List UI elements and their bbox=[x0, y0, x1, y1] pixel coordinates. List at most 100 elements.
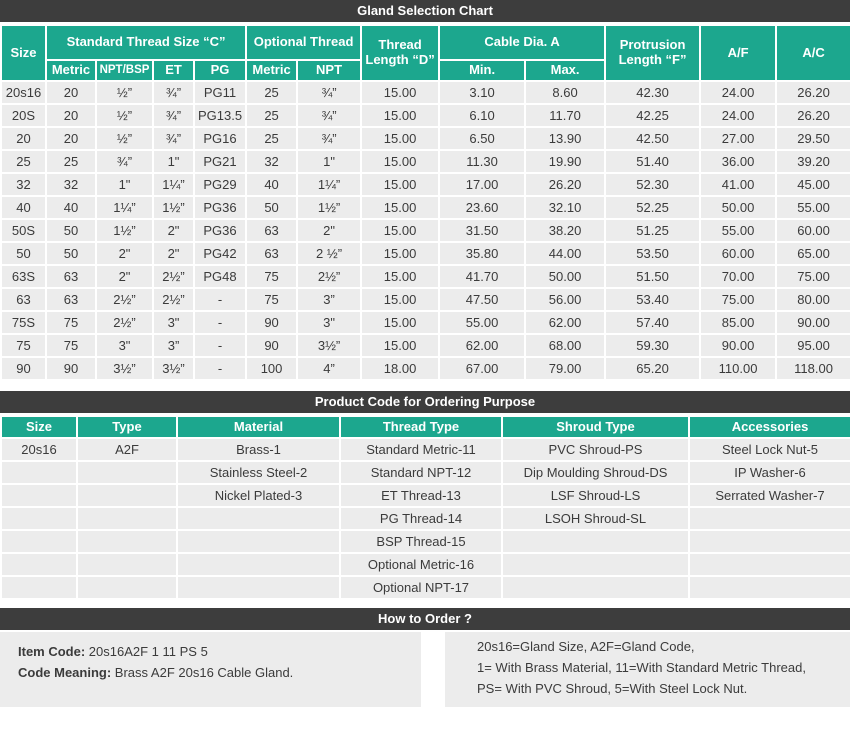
col-header-type: Type bbox=[76, 415, 178, 439]
item-code-box: Item Code: 20s16A2F 1 11 PS 5 Code Meani… bbox=[0, 632, 421, 707]
table-cell: 2" bbox=[296, 218, 363, 243]
table-cell: 3½” bbox=[296, 333, 363, 358]
table-cell: 57.40 bbox=[604, 310, 702, 335]
table-cell: 39.20 bbox=[775, 149, 850, 174]
code-meaning-value: Brass A2F 20s16 Cable Gland. bbox=[114, 665, 294, 680]
col-header-npt-bsp: NPT/BSP bbox=[95, 59, 154, 82]
table-cell: 63 bbox=[245, 241, 299, 266]
header-row-sub: Metric NPT/BSP ET PG Metric NPT Min. Max… bbox=[1, 59, 850, 82]
table-cell: 50.00 bbox=[524, 264, 607, 289]
table-cell: 90.00 bbox=[699, 333, 778, 358]
table-cell: 51.25 bbox=[604, 218, 702, 243]
col-header-thread-type: Thread Type bbox=[339, 415, 503, 439]
table-cell: 42.30 bbox=[604, 80, 702, 105]
table-cell: 15.00 bbox=[360, 241, 441, 266]
gland-chart-row: 63 63 2½” 2½” -75 3” 15.00 47.50 56.00 53.40 75.00… bbox=[0, 287, 850, 312]
table-cell: 90 bbox=[0, 356, 47, 381]
table-cell: 15.00 bbox=[360, 333, 441, 358]
table-cell: 20 bbox=[45, 126, 97, 151]
table-cell: 52.25 bbox=[604, 195, 702, 220]
table-cell bbox=[76, 483, 178, 508]
table-cell bbox=[501, 529, 690, 554]
table-cell: 85.00 bbox=[699, 310, 778, 335]
col-header-et: ET bbox=[152, 59, 195, 82]
col-header-pg: PG bbox=[192, 59, 248, 82]
table-cell: 2½” bbox=[296, 264, 363, 289]
table-cell bbox=[176, 575, 341, 600]
table-cell: 2" bbox=[95, 241, 154, 266]
col-header-standard-thread: Standard Thread Size “C” bbox=[44, 24, 248, 61]
table-cell: 79.00 bbox=[524, 356, 607, 381]
col-header-material: Material bbox=[176, 415, 341, 439]
item-code-label: Item Code: bbox=[18, 644, 86, 659]
table-cell bbox=[501, 552, 690, 577]
table-cell: 6.10 bbox=[438, 103, 527, 128]
table-cell: 20s16 bbox=[0, 437, 78, 462]
table-cell: 4” bbox=[296, 356, 363, 381]
table-cell: 11.30 bbox=[438, 149, 527, 174]
table-cell: 32 bbox=[245, 149, 299, 174]
order-explanation-line: PS= With PVC Shroud, 5=With Steel Lock N… bbox=[477, 681, 748, 696]
table-cell: 63 bbox=[45, 287, 97, 312]
col-header-optional-metric: Metric bbox=[245, 59, 299, 82]
table-cell: 2" bbox=[152, 241, 195, 266]
table-cell: Steel Lock Nut-5 bbox=[688, 437, 850, 462]
table-cell: 25 bbox=[45, 149, 97, 174]
table-cell: 25 bbox=[245, 103, 299, 128]
table-cell: 29.50 bbox=[775, 126, 850, 151]
table-cell: 26.20 bbox=[775, 80, 850, 105]
table-cell: 42.25 bbox=[604, 103, 702, 128]
gland-chart-row: 32 32 1" 1¼” PG29 40 1¼” 15.00 17.00 26.20 52.30 41… bbox=[0, 172, 850, 197]
table-cell: 20 bbox=[0, 126, 47, 151]
product-code-body: 20s16 A2F Brass-1 Standard Metric-11 PVC Shr… bbox=[0, 437, 850, 600]
table-cell: ¾” bbox=[296, 126, 363, 151]
table-cell bbox=[688, 529, 850, 554]
table-cell: 20s16 bbox=[0, 80, 47, 105]
table-cell: Stainless Steel-2 bbox=[176, 460, 341, 485]
table-cell: ET Thread-13 bbox=[339, 483, 503, 508]
product-code-header-row: Size Type Material Thread Type Shroud Ty… bbox=[0, 415, 850, 439]
table-cell bbox=[0, 575, 78, 600]
table-cell bbox=[176, 552, 341, 577]
col-header-protrusion-length: Protrusion Length “F” bbox=[604, 24, 702, 82]
table-cell: 100 bbox=[245, 356, 299, 381]
table-cell: 68.00 bbox=[524, 333, 607, 358]
col-header-af: A/F bbox=[699, 24, 778, 82]
table-cell: 67.00 bbox=[438, 356, 527, 381]
table-cell: 75 bbox=[45, 310, 97, 335]
table-cell: 53.40 bbox=[604, 287, 702, 312]
table-cell: 2½” bbox=[95, 310, 154, 335]
col-header-size2: Size bbox=[0, 415, 78, 439]
table-cell: PG13.5 bbox=[192, 103, 248, 128]
table-cell: 3" bbox=[95, 333, 154, 358]
gland-chart-row: 40 40 1¼” 1½” PG36 50 1½” 15.00 23.60 32.10 52.25 5… bbox=[0, 195, 850, 220]
code-meaning-label: Code Meaning: bbox=[18, 665, 112, 680]
gland-chart-row: 63S 63 2" 2½” PG48 75 2½” 15.00 41.70 50.00 51.50 7… bbox=[0, 264, 850, 289]
table-cell: PG48 bbox=[192, 264, 248, 289]
col-header-cable-dia: Cable Dia. A bbox=[438, 24, 607, 61]
table-cell: 50.00 bbox=[699, 195, 778, 220]
table-cell: ½” bbox=[95, 80, 154, 105]
table-cell: 90 bbox=[245, 333, 299, 358]
table-cell: PG11 bbox=[192, 80, 248, 105]
table-cell: 90 bbox=[245, 310, 299, 335]
table-cell: 40 bbox=[0, 195, 47, 220]
table-cell: 20 bbox=[45, 103, 97, 128]
table-cell bbox=[688, 552, 850, 577]
table-cell: 3½” bbox=[152, 356, 195, 381]
col-header-accessories: Accessories bbox=[688, 415, 850, 439]
table-cell: 3" bbox=[296, 310, 363, 335]
table-cell bbox=[688, 506, 850, 531]
table-cell: 18.00 bbox=[360, 356, 441, 381]
table-cell: 15.00 bbox=[360, 264, 441, 289]
table-cell: 38.20 bbox=[524, 218, 607, 243]
table-cell: 90.00 bbox=[775, 310, 850, 335]
product-code-row: PG Thread-14 LSOH Shroud-SL bbox=[0, 506, 850, 531]
gland-chart-row: 75S 75 2½” 3" -90 3" 15.00 55.00 62.00 57.40 85.00… bbox=[0, 310, 850, 335]
table-cell: 25 bbox=[0, 149, 47, 174]
table-cell: 26.20 bbox=[775, 103, 850, 128]
gland-selection-table: Size Standard Thread Size “C” Optional T… bbox=[0, 24, 850, 381]
table-cell: 41.00 bbox=[699, 172, 778, 197]
table-cell: PG21 bbox=[192, 149, 248, 174]
